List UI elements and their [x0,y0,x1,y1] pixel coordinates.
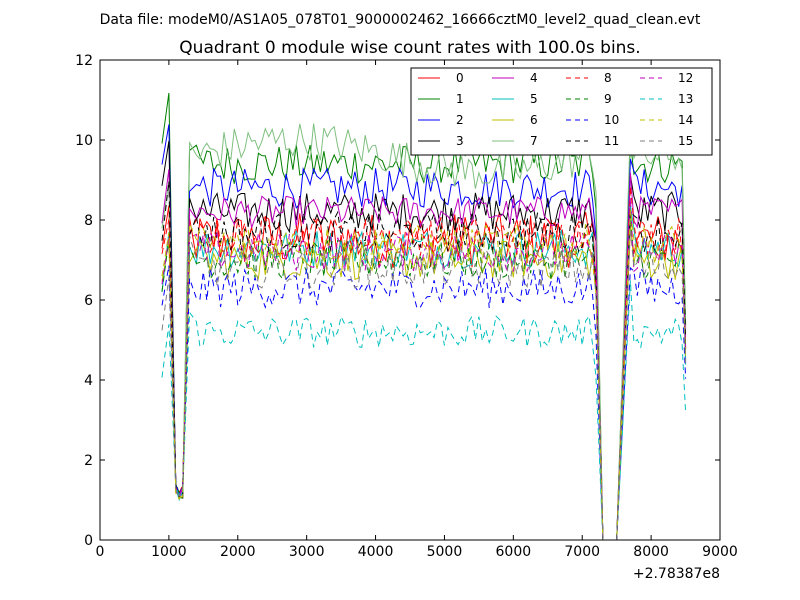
series-line-4 [161,169,687,541]
x-tick-label: 1000 [151,544,187,560]
x-tick-label: 2000 [220,544,256,560]
y-tick-label: 2 [84,453,93,469]
legend-label-10: 10 [604,113,619,127]
series-line-12 [161,197,687,541]
legend-label-12: 12 [678,71,693,85]
y-tick-label: 8 [84,213,93,229]
legend-label-9: 9 [604,92,612,106]
x-tick-label: 5000 [427,544,463,560]
chart-title: Quadrant 0 module wise count rates with … [179,38,640,58]
series-line-15 [161,230,687,541]
chart-suptitle: Data file: modeM0/AS1A05_078T01_90000024… [100,12,701,28]
legend-label-11: 11 [604,134,619,148]
x-tick-label: 9000 [702,544,738,560]
legend-label-6: 6 [530,113,538,127]
legend-label-2: 2 [456,113,464,127]
y-tick-label: 6 [84,293,93,309]
x-offset-label: +2.78387e8 [633,566,720,582]
legend-label-15: 15 [678,134,693,148]
ticks-layer: 0 1000 2000 3000 4000 5000 6000 7000 8000 9000 0 2 4… [75,53,738,560]
legend-label-4: 4 [530,71,538,85]
x-tick-label: 6000 [496,544,532,560]
legend-label-5: 5 [530,92,538,106]
x-tick-label: 0 [96,544,105,560]
legend-label-0: 0 [456,71,464,85]
legend-label-8: 8 [604,71,612,85]
x-tick-label: 8000 [633,544,669,560]
legend-label-13: 13 [678,92,693,106]
series-line-13 [161,280,687,541]
legend-label-3: 3 [456,134,464,148]
legend-label-14: 14 [678,113,693,127]
x-tick-label: 4000 [358,544,394,560]
x-tick-label: 3000 [289,544,325,560]
series-line-14 [161,209,687,541]
series-line-2 [161,124,687,541]
legend-label-1: 1 [456,92,464,106]
x-tick-label: 7000 [564,544,600,560]
series-line-6 [161,222,687,541]
series-line-1 [161,92,687,541]
y-tick-label: 10 [75,133,93,149]
y-tick-label: 0 [84,533,93,549]
y-tick-label: 12 [75,53,93,69]
y-tick-label: 4 [84,373,93,389]
legend-label-7: 7 [530,134,538,148]
